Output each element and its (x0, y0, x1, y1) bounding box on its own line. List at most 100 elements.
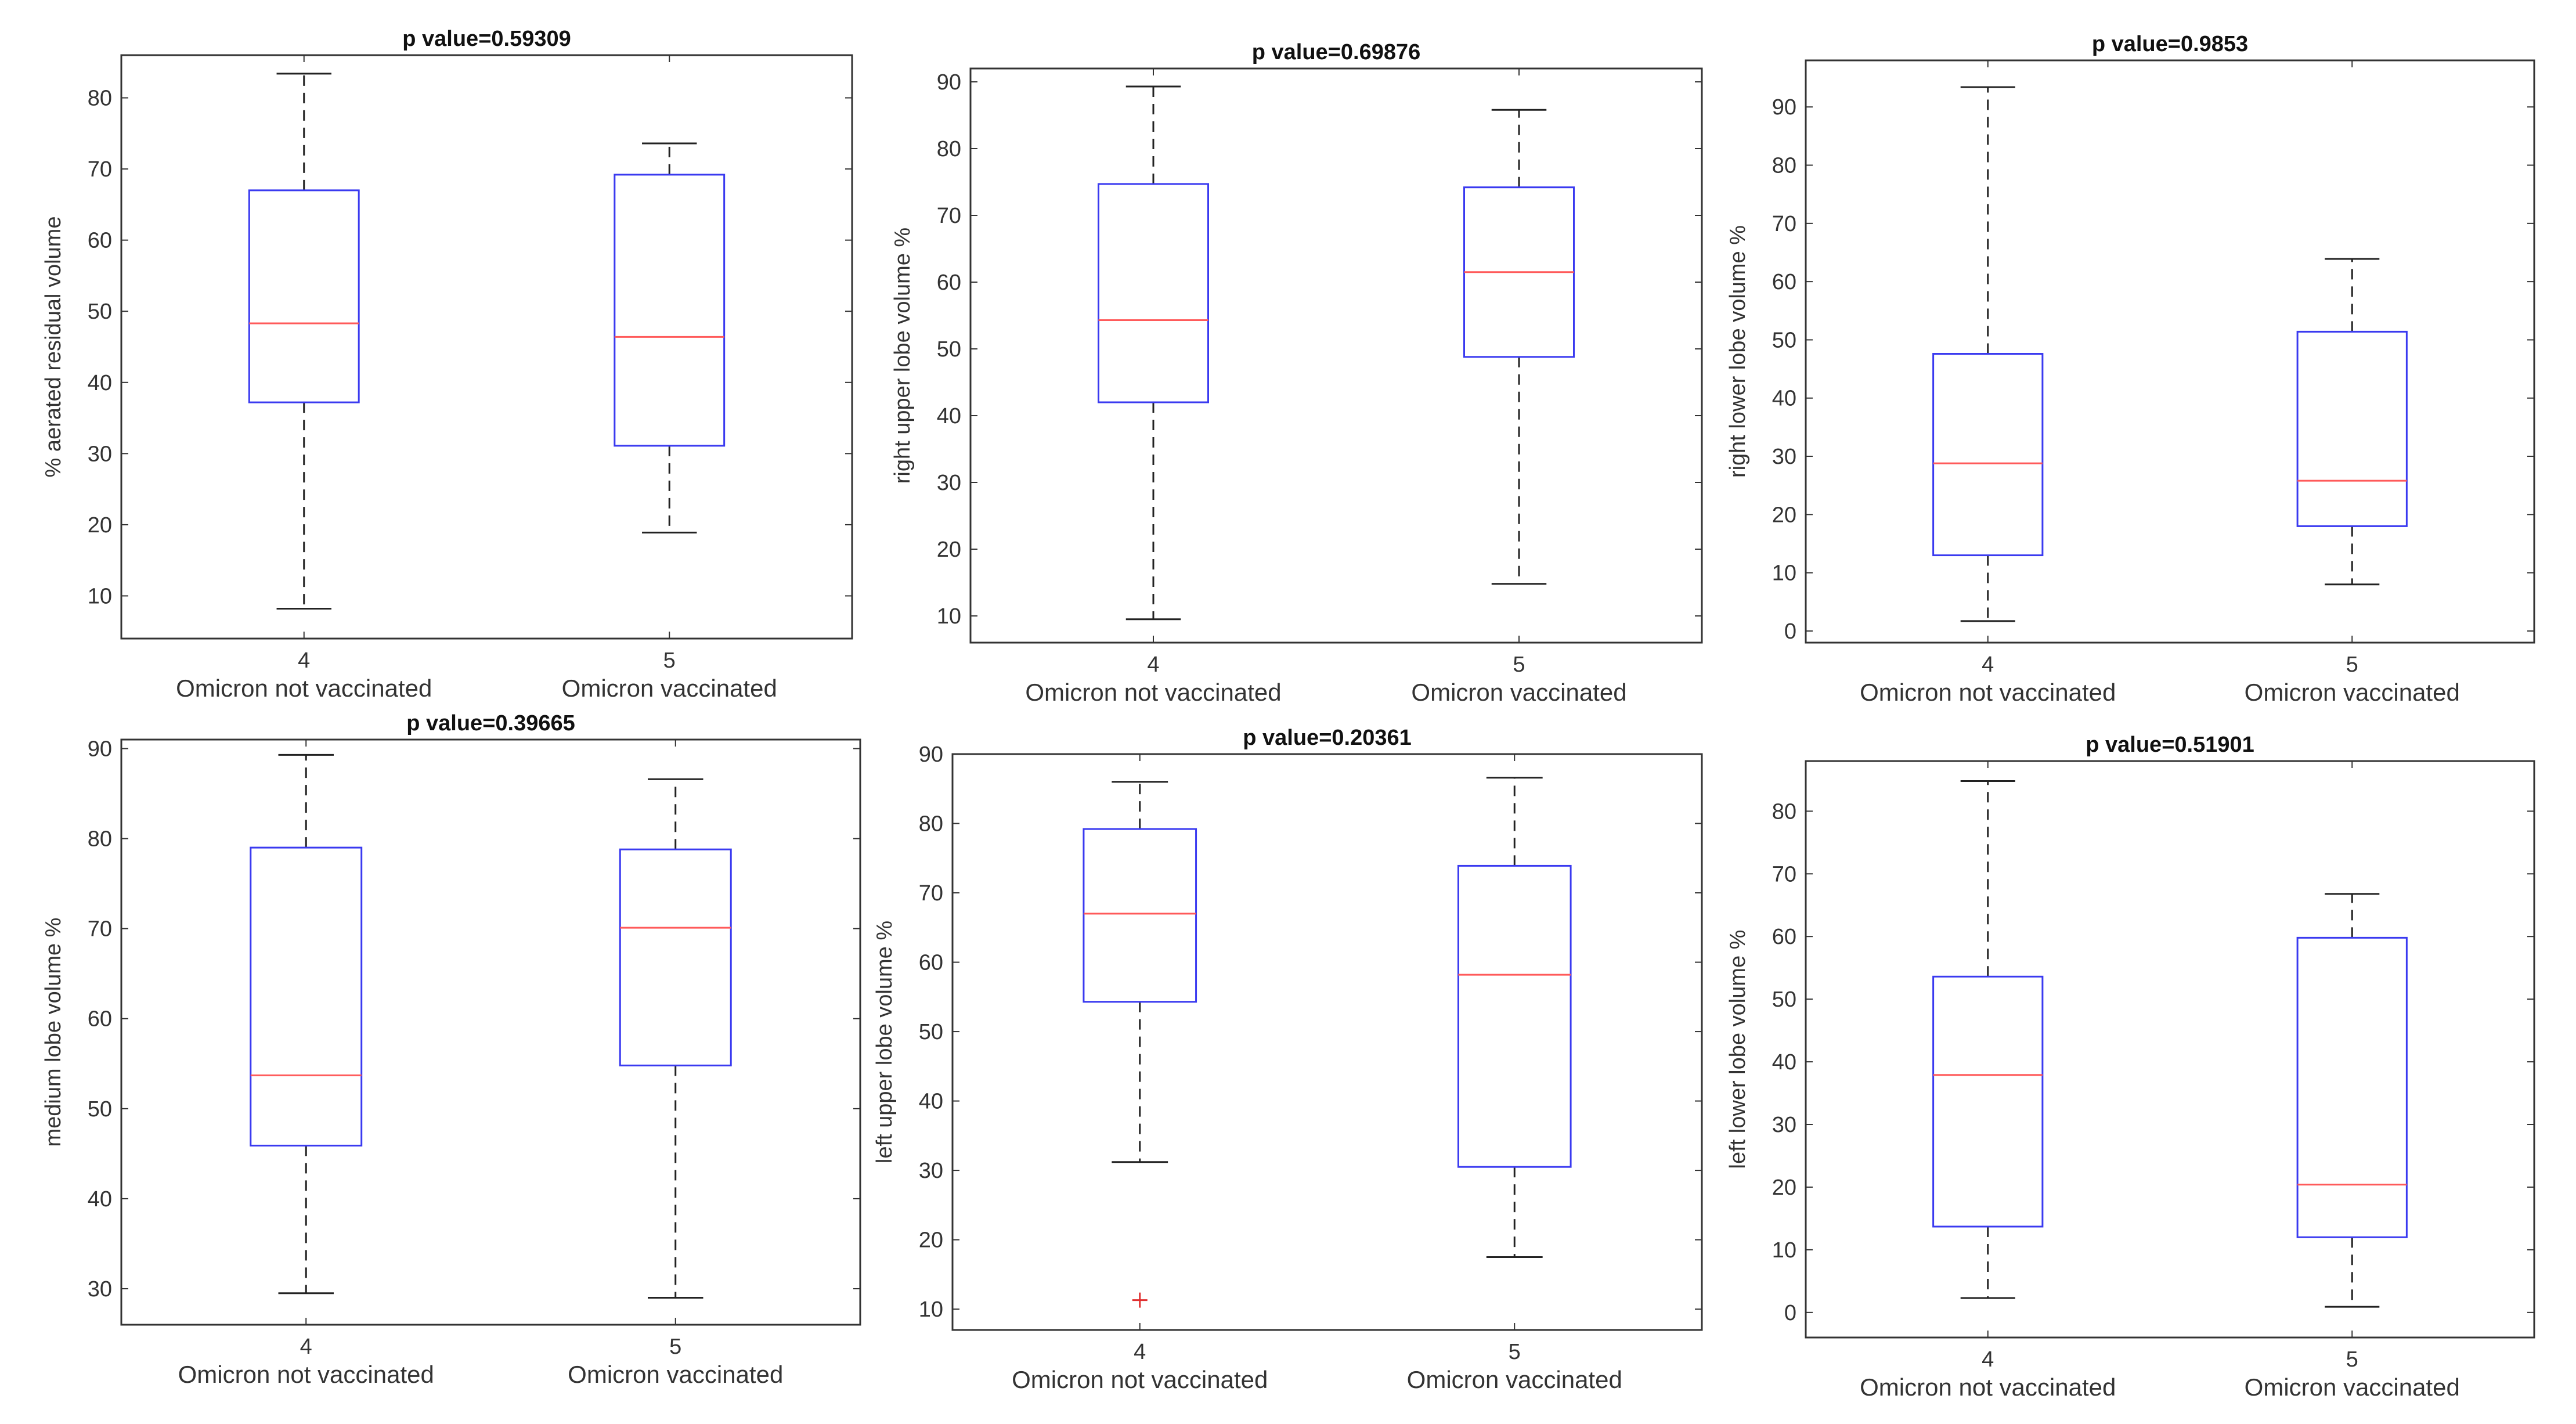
y-tick-label: 20 (88, 513, 112, 538)
y-tick-label: 90 (937, 70, 961, 95)
y-tick-label: 60 (88, 1007, 112, 1032)
y-tick-label: 50 (88, 300, 112, 324)
x-group-label: Omicron not vaccinated (178, 1361, 434, 1388)
y-tick-label: 30 (919, 1159, 943, 1183)
y-tick-label: 70 (88, 157, 112, 182)
y-tick-label: 40 (88, 1187, 112, 1212)
y-tick-label: 50 (1772, 328, 1796, 352)
y-tick-label: 30 (88, 442, 112, 466)
y-tick-label: 20 (1772, 1176, 1796, 1200)
y-tick-label: 40 (1772, 1050, 1796, 1075)
y-tick-label: 50 (937, 337, 961, 362)
y-tick-label: 70 (1772, 862, 1796, 886)
y-tick-label: 90 (88, 737, 112, 762)
y-axis-label: right upper lobe volume % (890, 228, 915, 484)
axes-frame (120, 738, 861, 1326)
y-tick-label: 0 (1784, 619, 1796, 644)
y-tick-label: 10 (1772, 561, 1796, 586)
y-axis-label: medium lobe volume % (41, 918, 66, 1147)
x-group-label: Omicron vaccinated (562, 675, 777, 702)
chart-title: p value=0.9853 (2092, 32, 2248, 56)
y-tick-label: 10 (919, 1297, 943, 1322)
iqr-box (1457, 864, 1572, 1168)
axes-frame (1805, 59, 2535, 644)
y-tick-label: 40 (88, 371, 112, 395)
y-tick-label: 30 (1772, 1113, 1796, 1137)
chart-panel-5: p value=0.20361 left upper lobe volume % 1… (872, 726, 1703, 1393)
y-tick-label: 90 (1772, 95, 1796, 120)
x-group-label: Omicron not vaccinated (1860, 1373, 2116, 1401)
x-tick-label: 5 (2346, 1347, 2358, 1372)
y-tick-label: 80 (937, 137, 961, 161)
x-tick-label: 5 (669, 1335, 681, 1359)
chart-panel-6: p value=0.51901 left lower lobe volume % 0… (1726, 733, 2535, 1401)
x-group-label: Omicron vaccinated (1407, 1366, 1622, 1393)
chart-panel-4: p value=0.39665 medium lobe volume % 30 40 5… (41, 711, 861, 1388)
iqr-box (1932, 975, 2044, 1228)
y-tick-label: 50 (919, 1020, 943, 1044)
iqr-box (1083, 828, 1197, 1003)
x-group-label: Omicron not vaccinated (176, 675, 432, 702)
x-tick-label: 5 (2346, 652, 2358, 677)
chart-panel-3: p value=0.9853 right lower lobe volume % 0… (1726, 32, 2535, 706)
y-tick-label: 40 (1772, 387, 1796, 411)
axes-frame (951, 753, 1703, 1331)
y-tick-label: 20 (1772, 503, 1796, 527)
y-axis-label: left lower lobe volume % (1726, 930, 1750, 1169)
x-group-label: Omicron vaccinated (2245, 1373, 2460, 1401)
y-tick-label: 30 (937, 471, 961, 495)
y-tick-label: 80 (88, 86, 112, 111)
x-tick-label: 4 (1147, 652, 1159, 677)
y-tick-label: 60 (937, 271, 961, 295)
x-group-label: Omicron not vaccinated (1025, 679, 1281, 706)
y-tick-label: 80 (88, 827, 112, 852)
iqr-box (2296, 330, 2408, 527)
y-tick-label: 70 (937, 204, 961, 228)
x-group-label: Omicron vaccinated (2245, 679, 2460, 706)
outlier-marker (1132, 1292, 1148, 1308)
iqr-box (2296, 936, 2408, 1238)
axes-frame (1805, 760, 2535, 1339)
iqr-box (250, 846, 363, 1147)
y-tick-label: 10 (1772, 1238, 1796, 1263)
y-axis-label: % aerated residual volume (41, 217, 66, 478)
y-tick-label: 40 (937, 404, 961, 428)
x-tick-label: 4 (1982, 1347, 1994, 1372)
y-tick-label: 50 (1772, 987, 1796, 1012)
x-tick-label: 5 (1509, 1340, 1521, 1364)
iqr-box (619, 848, 732, 1066)
iqr-box (1932, 353, 2044, 557)
x-tick-label: 4 (298, 648, 310, 673)
chart-panel-2: p value=0.69876 right upper lobe volume %… (890, 40, 1703, 706)
chart-title: p value=0.39665 (406, 711, 575, 736)
y-tick-label: 80 (919, 812, 943, 837)
y-tick-label: 70 (1772, 212, 1796, 236)
x-group-label: Omicron vaccinated (1411, 679, 1626, 706)
y-axis-label: left upper lobe volume % (872, 921, 897, 1163)
x-group-label: Omicron not vaccinated (1860, 679, 2116, 706)
x-tick-label: 4 (300, 1335, 312, 1359)
chart-title: p value=0.51901 (2086, 733, 2254, 757)
chart-panel-1: p value=0.59309 % aerated residual volume… (41, 27, 853, 702)
y-tick-label: 10 (88, 584, 112, 608)
y-tick-label: 50 (88, 1097, 112, 1122)
y-tick-label: 60 (1772, 925, 1796, 949)
y-tick-label: 60 (919, 951, 943, 975)
y-tick-label: 20 (919, 1228, 943, 1253)
y-tick-label: 60 (1772, 270, 1796, 294)
chart-title: p value=0.59309 (402, 27, 571, 51)
y-tick-label: 60 (88, 229, 112, 253)
axes-frame (120, 54, 853, 640)
x-tick-label: 4 (1134, 1340, 1146, 1364)
x-group-label: Omicron not vaccinated (1012, 1366, 1268, 1393)
iqr-box (1098, 183, 1209, 403)
y-tick-label: 30 (88, 1277, 112, 1302)
x-group-label: Omicron vaccinated (568, 1361, 783, 1388)
y-tick-label: 0 (1784, 1301, 1796, 1325)
y-tick-label: 20 (937, 538, 961, 562)
y-axis-label: right lower lobe volume % (1726, 225, 1750, 478)
iqr-box (614, 174, 726, 447)
x-tick-label: 5 (663, 648, 676, 673)
